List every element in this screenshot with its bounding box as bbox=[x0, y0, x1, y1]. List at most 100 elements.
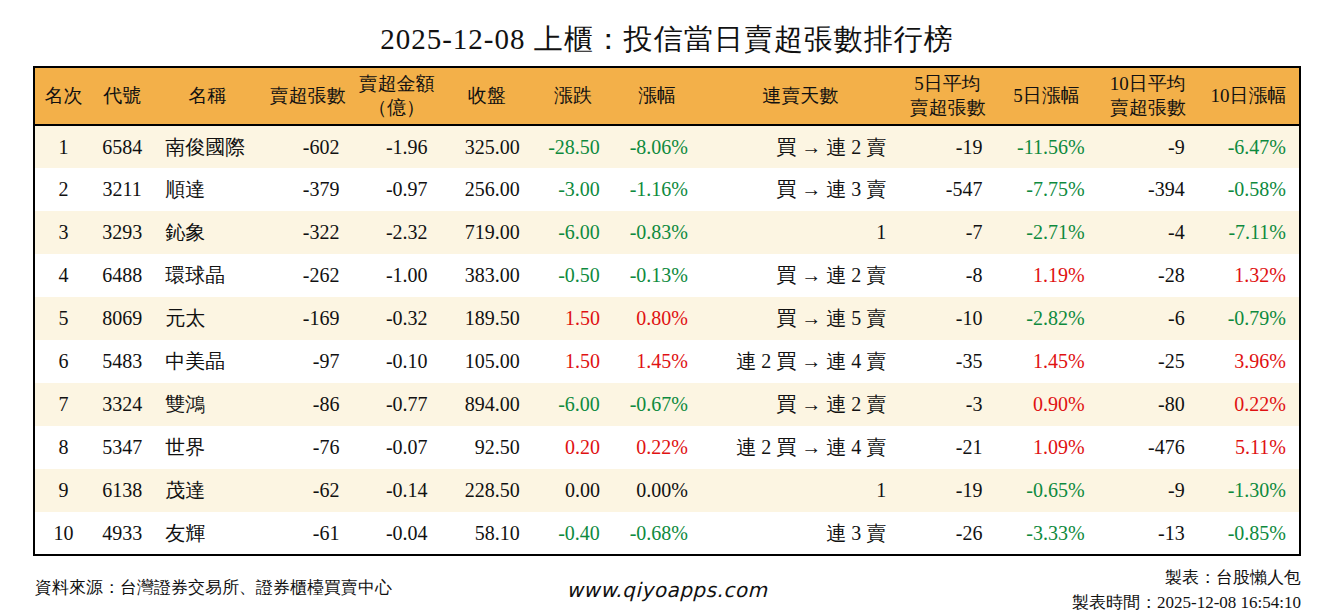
cell-change: -6.00 bbox=[533, 211, 613, 254]
cell-sell_amount: -0.10 bbox=[352, 340, 440, 383]
cell-avg10: -476 bbox=[1098, 426, 1198, 469]
cell-code: 3293 bbox=[92, 211, 152, 254]
cell-avg10: -9 bbox=[1098, 125, 1198, 168]
header-cell-sell_shares: 賣超張數 bbox=[262, 67, 352, 125]
cell-change_pct: 1.45% bbox=[613, 340, 701, 383]
cell-rank: 10 bbox=[34, 512, 92, 555]
cell-name: 元太 bbox=[152, 297, 262, 340]
cell-sell_amount: -0.32 bbox=[352, 297, 440, 340]
header-cell-rank: 名次 bbox=[34, 67, 92, 125]
cell-pct5: -2.71% bbox=[995, 211, 1097, 254]
cell-name: 雙鴻 bbox=[152, 383, 262, 426]
cell-avg10: -4 bbox=[1098, 211, 1198, 254]
cell-change: -0.50 bbox=[533, 254, 613, 297]
header-cell-close: 收盤 bbox=[441, 67, 533, 125]
cell-close: 189.50 bbox=[441, 297, 533, 340]
cell-sell_shares: -62 bbox=[262, 469, 352, 512]
cell-change_pct: 0.22% bbox=[613, 426, 701, 469]
cell-change: -28.50 bbox=[533, 125, 613, 168]
cell-sell_shares: -86 bbox=[262, 383, 352, 426]
cell-avg5: -547 bbox=[899, 168, 995, 211]
cell-change_pct: -0.67% bbox=[613, 383, 701, 426]
footer: 資料來源：台灣證券交易所、證券櫃檯買賣中心 www.qiyoapps.com 製… bbox=[33, 566, 1301, 612]
footer-url: www.qiyoapps.com bbox=[566, 578, 767, 602]
cell-streak: 買 → 連 2 賣 bbox=[701, 254, 899, 297]
cell-close: 105.00 bbox=[441, 340, 533, 383]
footer-time: 製表時間：2025-12-08 16:54:10 bbox=[1072, 591, 1301, 612]
cell-name: 中美晶 bbox=[152, 340, 262, 383]
cell-rank: 5 bbox=[34, 297, 92, 340]
cell-avg10: -6 bbox=[1098, 297, 1198, 340]
cell-rank: 9 bbox=[34, 469, 92, 512]
header-cell-avg10: 10日平均 賣超張數 bbox=[1098, 67, 1198, 125]
cell-close: 383.00 bbox=[441, 254, 533, 297]
cell-pct10: -1.30% bbox=[1198, 469, 1300, 512]
cell-sell_amount: -1.96 bbox=[352, 125, 440, 168]
table-row: 85347世界-76-0.0792.500.200.22%連 2 買 → 連 4… bbox=[34, 426, 1300, 469]
header-cell-change_pct: 漲幅 bbox=[613, 67, 701, 125]
cell-change_pct: -0.13% bbox=[613, 254, 701, 297]
cell-avg10: -28 bbox=[1098, 254, 1198, 297]
cell-name: 茂達 bbox=[152, 469, 262, 512]
cell-avg5: -7 bbox=[899, 211, 995, 254]
cell-rank: 2 bbox=[34, 168, 92, 211]
cell-sell_amount: -2.32 bbox=[352, 211, 440, 254]
cell-sell_amount: -0.77 bbox=[352, 383, 440, 426]
cell-close: 92.50 bbox=[441, 426, 533, 469]
table-row: 46488環球晶-262-1.00383.00-0.50-0.13%買 → 連 … bbox=[34, 254, 1300, 297]
table-row: 104933友輝-61-0.0458.10-0.40-0.68%連 3 賣-26… bbox=[34, 512, 1300, 555]
cell-rank: 1 bbox=[34, 125, 92, 168]
cell-avg5: -21 bbox=[899, 426, 995, 469]
cell-pct10: -7.11% bbox=[1198, 211, 1300, 254]
footer-source: 資料來源：台灣證券交易所、證券櫃檯買賣中心 bbox=[35, 576, 392, 599]
header-cell-sell_amount: 賣超金額 （億） bbox=[352, 67, 440, 125]
cell-rank: 4 bbox=[34, 254, 92, 297]
cell-pct5: -0.65% bbox=[995, 469, 1097, 512]
cell-pct10: 3.96% bbox=[1198, 340, 1300, 383]
cell-change_pct: -0.83% bbox=[613, 211, 701, 254]
cell-change: -0.40 bbox=[533, 512, 613, 555]
cell-avg10: -394 bbox=[1098, 168, 1198, 211]
ranking-table: 名次代號名稱賣超張數賣超金額 （億）收盤漲跌漲幅連賣天數5日平均 賣超張數5日漲… bbox=[33, 66, 1301, 556]
cell-change_pct: -0.68% bbox=[613, 512, 701, 555]
cell-sell_shares: -602 bbox=[262, 125, 352, 168]
cell-change: 0.00 bbox=[533, 469, 613, 512]
cell-sell_amount: -0.04 bbox=[352, 512, 440, 555]
cell-streak: 1 bbox=[701, 211, 899, 254]
cell-avg5: -10 bbox=[899, 297, 995, 340]
cell-rank: 3 bbox=[34, 211, 92, 254]
cell-code: 8069 bbox=[92, 297, 152, 340]
cell-change_pct: -1.16% bbox=[613, 168, 701, 211]
cell-name: 南俊國際 bbox=[152, 125, 262, 168]
table-row: 65483中美晶-97-0.10105.001.501.45%連 2 買 → 連… bbox=[34, 340, 1300, 383]
header-cell-change: 漲跌 bbox=[533, 67, 613, 125]
cell-code: 5483 bbox=[92, 340, 152, 383]
table-row: 73324雙鴻-86-0.77894.00-6.00-0.67%買 → 連 2 … bbox=[34, 383, 1300, 426]
cell-pct10: 1.32% bbox=[1198, 254, 1300, 297]
footer-maker-block: 製表：台股懶人包 製表時間：2025-12-08 16:54:10 bbox=[1072, 566, 1301, 612]
cell-code: 4933 bbox=[92, 512, 152, 555]
cell-avg10: -13 bbox=[1098, 512, 1198, 555]
cell-avg10: -9 bbox=[1098, 469, 1198, 512]
cell-avg10: -25 bbox=[1098, 340, 1198, 383]
cell-pct5: 1.09% bbox=[995, 426, 1097, 469]
cell-code: 3324 bbox=[92, 383, 152, 426]
cell-pct5: 0.90% bbox=[995, 383, 1097, 426]
cell-sell_shares: -169 bbox=[262, 297, 352, 340]
cell-pct10: 0.22% bbox=[1198, 383, 1300, 426]
cell-sell_shares: -262 bbox=[262, 254, 352, 297]
cell-close: 256.00 bbox=[441, 168, 533, 211]
cell-pct10: -0.58% bbox=[1198, 168, 1300, 211]
header-cell-avg5: 5日平均 賣超張數 bbox=[899, 67, 995, 125]
cell-rank: 8 bbox=[34, 426, 92, 469]
footer-maker: 製表：台股懶人包 bbox=[1072, 566, 1301, 591]
cell-sell_shares: -379 bbox=[262, 168, 352, 211]
cell-name: 友輝 bbox=[152, 512, 262, 555]
table-header-row: 名次代號名稱賣超張數賣超金額 （億）收盤漲跌漲幅連賣天數5日平均 賣超張數5日漲… bbox=[34, 67, 1300, 125]
cell-change: 1.50 bbox=[533, 297, 613, 340]
header-cell-code: 代號 bbox=[92, 67, 152, 125]
cell-sell_shares: -61 bbox=[262, 512, 352, 555]
cell-close: 228.50 bbox=[441, 469, 533, 512]
cell-sell_amount: -0.07 bbox=[352, 426, 440, 469]
cell-streak: 買 → 連 5 賣 bbox=[701, 297, 899, 340]
